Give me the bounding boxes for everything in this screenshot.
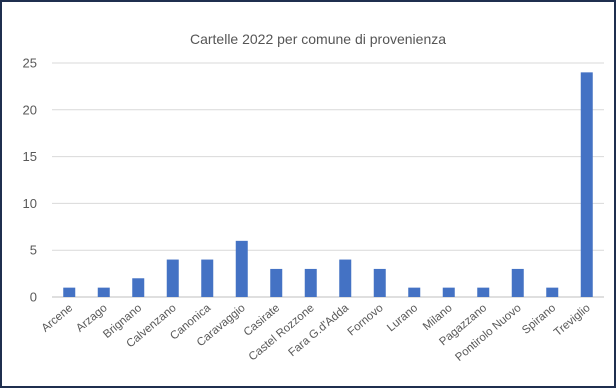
bar bbox=[339, 259, 352, 297]
bar bbox=[304, 268, 317, 297]
y-tick-label: 15 bbox=[23, 149, 37, 164]
x-axis-ticks: ArceneArzagoBrignanoCalvenzanoCanonicaCa… bbox=[40, 302, 593, 364]
y-tick-label: 25 bbox=[23, 56, 37, 71]
bar bbox=[408, 287, 421, 297]
bars bbox=[63, 72, 593, 297]
bar bbox=[546, 287, 559, 297]
y-tick-label: 0 bbox=[30, 290, 37, 305]
bar bbox=[442, 287, 455, 297]
bar bbox=[166, 259, 179, 297]
y-tick-label: 5 bbox=[30, 243, 37, 258]
chart-title: Cartelle 2022 per comune di provenienza bbox=[190, 31, 446, 47]
y-tick-label: 10 bbox=[23, 196, 37, 211]
x-tick-label: Fornovo bbox=[346, 302, 386, 338]
bar bbox=[132, 278, 145, 297]
bar bbox=[201, 259, 214, 297]
bar bbox=[270, 268, 283, 297]
bar bbox=[97, 287, 110, 297]
bar bbox=[63, 287, 76, 297]
bar bbox=[511, 268, 524, 297]
bar bbox=[580, 72, 593, 297]
x-tick-label: Arcene bbox=[40, 302, 76, 335]
bar bbox=[477, 287, 490, 297]
x-tick-label: Lurano bbox=[385, 302, 420, 334]
y-tick-label: 20 bbox=[23, 102, 37, 117]
x-tick-label: Fara G.d'Adda bbox=[286, 302, 351, 359]
bar bbox=[373, 268, 386, 297]
gridlines bbox=[52, 62, 604, 298]
x-tick-label: Treviglio bbox=[552, 302, 593, 339]
y-axis-ticks: 0 5 10 15 20 25 bbox=[23, 56, 37, 305]
bar bbox=[235, 240, 248, 297]
